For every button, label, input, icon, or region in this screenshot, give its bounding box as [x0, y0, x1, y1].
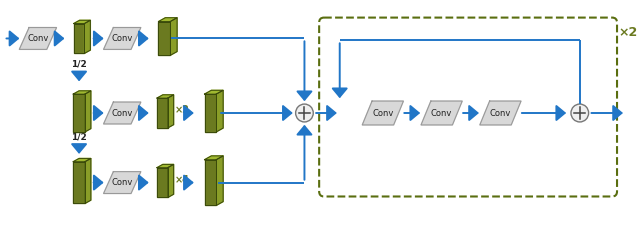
Circle shape [296, 104, 313, 122]
Text: Conv: Conv [111, 34, 133, 43]
Polygon shape [73, 91, 91, 94]
Circle shape [571, 104, 589, 122]
Polygon shape [157, 95, 173, 98]
Polygon shape [168, 95, 173, 128]
Polygon shape [73, 94, 85, 132]
Text: ×4: ×4 [175, 175, 190, 185]
Text: 1/2: 1/2 [71, 132, 87, 141]
Polygon shape [362, 101, 403, 125]
Polygon shape [85, 158, 91, 203]
Polygon shape [19, 27, 56, 49]
Text: ×2: ×2 [618, 26, 637, 39]
Polygon shape [73, 158, 91, 162]
Polygon shape [74, 24, 84, 53]
Polygon shape [159, 18, 177, 22]
Polygon shape [205, 156, 223, 160]
Polygon shape [170, 18, 177, 55]
Polygon shape [74, 20, 90, 24]
Polygon shape [216, 156, 223, 205]
Polygon shape [159, 22, 170, 55]
Polygon shape [157, 168, 168, 197]
Polygon shape [421, 101, 462, 125]
Polygon shape [205, 160, 216, 205]
Polygon shape [104, 27, 141, 49]
Polygon shape [205, 90, 223, 94]
Text: Conv: Conv [111, 109, 133, 118]
Polygon shape [480, 101, 521, 125]
Text: 1/2: 1/2 [71, 60, 87, 69]
Text: ×2: ×2 [175, 105, 190, 115]
Polygon shape [157, 98, 168, 128]
Polygon shape [84, 20, 90, 53]
Polygon shape [85, 91, 91, 132]
Text: Conv: Conv [28, 34, 49, 43]
Text: Conv: Conv [431, 109, 452, 118]
Text: Conv: Conv [372, 109, 394, 118]
Text: Conv: Conv [490, 109, 511, 118]
Polygon shape [104, 102, 141, 124]
Polygon shape [168, 164, 173, 197]
Polygon shape [205, 94, 216, 132]
Polygon shape [104, 172, 141, 193]
Polygon shape [73, 162, 85, 203]
Polygon shape [157, 164, 173, 168]
Polygon shape [216, 90, 223, 132]
Text: Conv: Conv [111, 178, 133, 187]
